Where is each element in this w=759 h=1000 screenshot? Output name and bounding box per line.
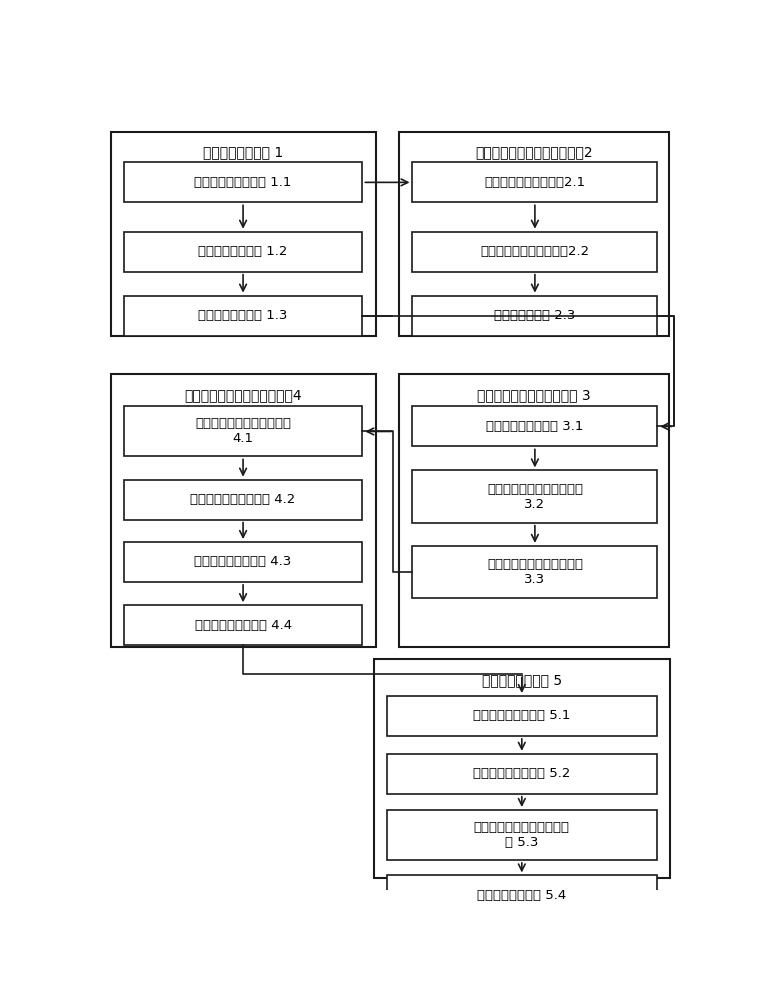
Text: 温度传感器读数获取单元2.2: 温度传感器读数获取单元2.2: [480, 245, 590, 258]
Bar: [399, 132, 669, 336]
Text: 总函数曲线生成单元 4.4: 总函数曲线生成单元 4.4: [194, 619, 291, 632]
Text: 风扇转速调整模块 5: 风扇转速调整模块 5: [482, 673, 562, 687]
Bar: [111, 374, 376, 647]
Text: 模糊运算子判断单元 3.1: 模糊运算子判断单元 3.1: [487, 420, 584, 433]
Text: 隶属度计算单元 2.3: 隶属度计算单元 2.3: [494, 309, 575, 322]
Text: 总函数曲线获取单元 5.1: 总函数曲线获取单元 5.1: [473, 709, 571, 722]
Bar: [399, 374, 669, 647]
Bar: [387, 875, 657, 915]
Text: 模糊规则权重第二计算单元
3.3: 模糊规则权重第二计算单元 3.3: [487, 558, 583, 586]
Text: 目标风扇转速输出值设定单
元 5.3: 目标风扇转速输出值设定单 元 5.3: [474, 821, 570, 849]
Bar: [412, 232, 657, 272]
Text: 前部温度条件隶属度计算模块2: 前部温度条件隶属度计算模块2: [475, 145, 593, 159]
Text: 前部温度条件权重获取单元
4.1: 前部温度条件权重获取单元 4.1: [195, 417, 291, 445]
Text: 模糊规则权重第一计算单元
3.2: 模糊规则权重第一计算单元 3.2: [487, 483, 583, 511]
Text: 前部温度条件权重计算模块 3: 前部温度条件权重计算模块 3: [477, 388, 591, 402]
Bar: [387, 696, 657, 736]
Bar: [387, 810, 657, 860]
Text: 模糊规则的模糊规则生成模块4: 模糊规则的模糊规则生成模块4: [184, 388, 302, 402]
Bar: [412, 162, 657, 202]
Bar: [111, 132, 376, 336]
Bar: [124, 480, 363, 520]
Bar: [124, 162, 363, 202]
Text: 第一函数曲线获取单元2.1: 第一函数曲线获取单元2.1: [484, 176, 585, 189]
Bar: [412, 406, 657, 446]
Bar: [124, 406, 363, 456]
Text: 模糊规则获取单元 1.3: 模糊规则获取单元 1.3: [198, 309, 288, 322]
Text: 第二函数曲线生成单元 4.2: 第二函数曲线生成单元 4.2: [191, 493, 296, 506]
Bar: [124, 232, 363, 272]
Bar: [412, 296, 657, 336]
Text: 模糊规则库创建单元 1.1: 模糊规则库创建单元 1.1: [194, 176, 291, 189]
Text: 模糊规则获取模块 1: 模糊规则获取模块 1: [203, 145, 284, 159]
Text: 风扇转速调整单元 5.4: 风扇转速调整单元 5.4: [477, 889, 566, 902]
Bar: [412, 546, 657, 598]
Bar: [124, 542, 363, 582]
Bar: [374, 659, 670, 878]
Bar: [124, 296, 363, 336]
Bar: [412, 470, 657, 523]
Text: 积分中点值计算单元 5.2: 积分中点值计算单元 5.2: [473, 767, 571, 780]
Bar: [387, 754, 657, 794]
Bar: [124, 605, 363, 645]
Text: 模糊规则生成单元 1.2: 模糊规则生成单元 1.2: [198, 245, 288, 258]
Text: 各函数曲线生成单元 4.3: 各函数曲线生成单元 4.3: [194, 555, 291, 568]
